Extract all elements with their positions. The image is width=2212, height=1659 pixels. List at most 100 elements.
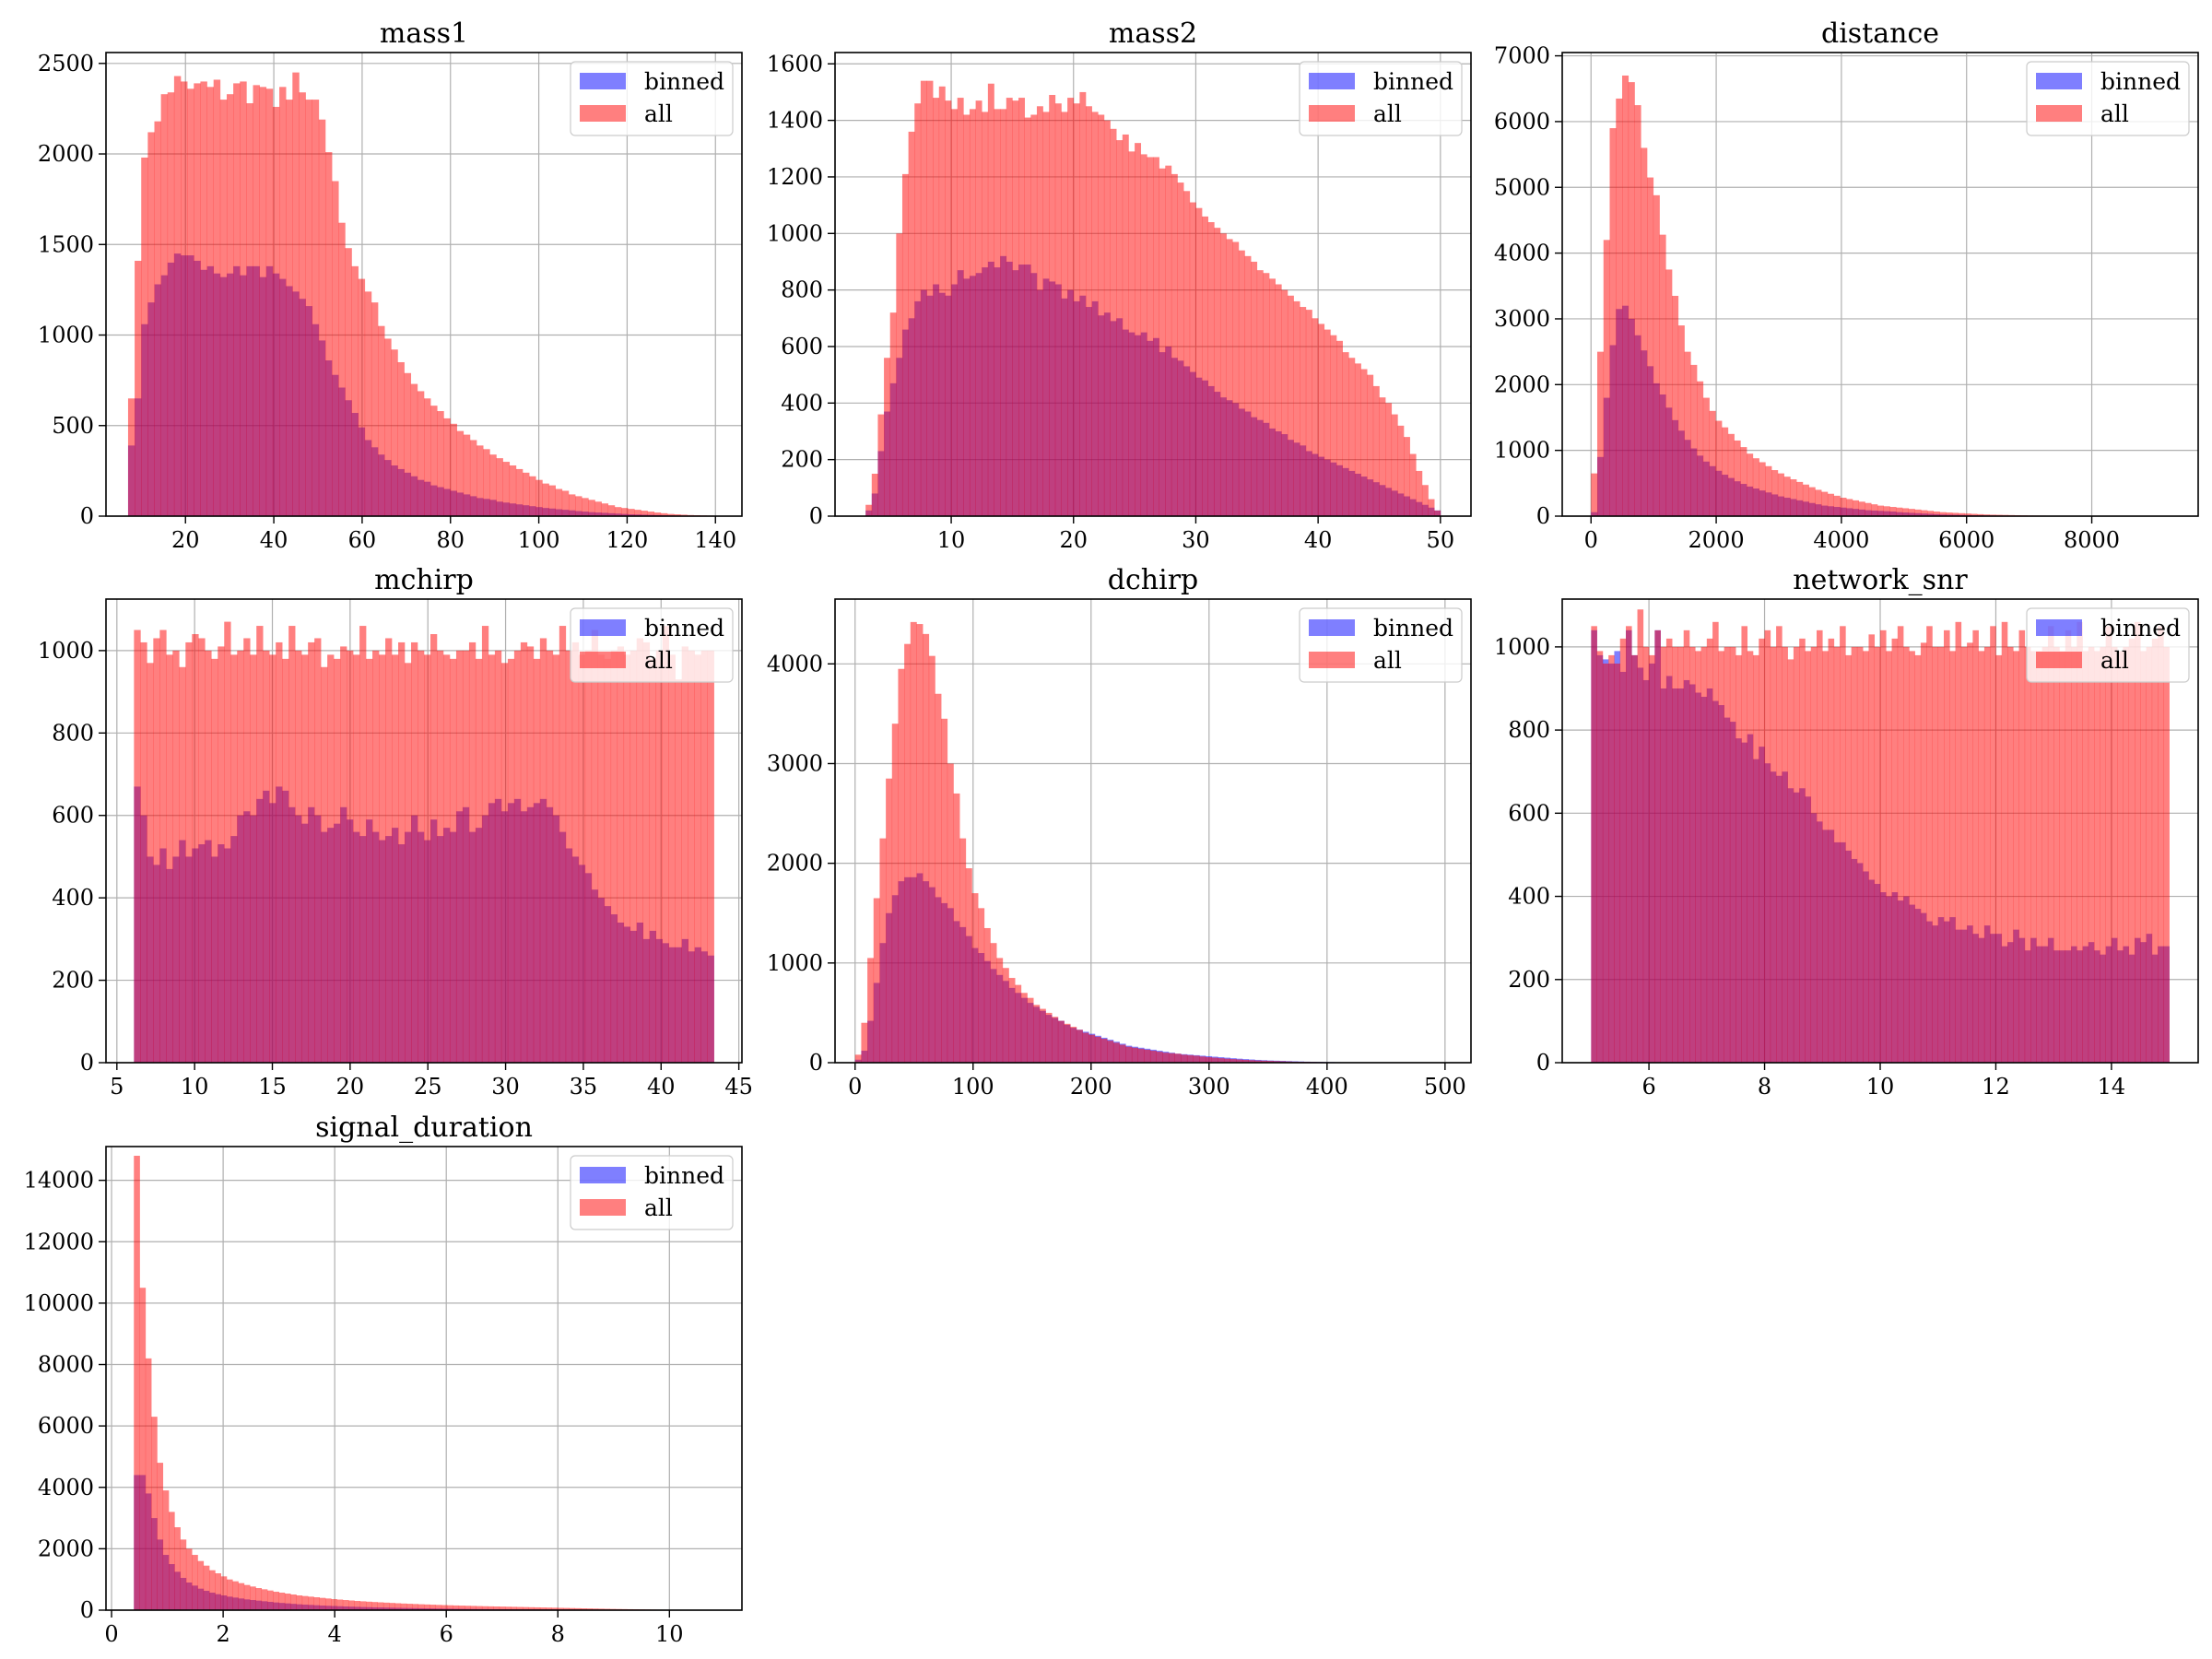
bar-all: [660, 512, 668, 516]
bar-all: [884, 358, 891, 516]
bar-all: [160, 94, 169, 516]
bar-all: [447, 1605, 453, 1610]
bar-all: [2007, 646, 2014, 1063]
bar-all: [951, 109, 958, 516]
legend-swatch-binned: [2036, 619, 2082, 636]
bar-all: [1672, 295, 1679, 516]
bar-all: [1822, 651, 1829, 1063]
bar-all: [1752, 458, 1759, 516]
bar-all: [213, 79, 221, 516]
bar-all: [1972, 629, 1979, 1063]
bar-all: [263, 650, 270, 1063]
bar-all: [209, 1570, 216, 1610]
bar-all: [1000, 109, 1007, 516]
bar-all: [384, 338, 392, 516]
y-tick-label: 600: [1508, 800, 1550, 826]
bar-all: [250, 1586, 256, 1610]
y-tick-label: 3000: [1494, 306, 1550, 332]
bar-all: [1764, 629, 1771, 1063]
bar-all: [1082, 1032, 1089, 1063]
axes-frame: [1561, 52, 2199, 517]
bar-all: [179, 666, 186, 1063]
legend-swatch-all: [580, 1199, 626, 1216]
bar-all: [232, 1581, 239, 1610]
bar-all: [1840, 498, 1847, 516]
bar-all: [372, 650, 380, 1063]
bar-all: [279, 87, 287, 516]
bar-all: [901, 173, 909, 516]
bar-all: [511, 1606, 518, 1610]
bar-all: [253, 85, 260, 516]
bar-all: [145, 1358, 152, 1610]
bar-all: [621, 508, 629, 516]
bar-all: [2082, 651, 2089, 1063]
bar-all: [871, 473, 878, 516]
legend-label-all: all: [2100, 100, 2129, 127]
legend-label-all: all: [644, 100, 673, 127]
series-all: [854, 621, 1403, 1063]
bar-all: [424, 1604, 430, 1610]
bar-all: [238, 1583, 245, 1610]
bar-all: [1990, 626, 1996, 1063]
bar-all: [1949, 651, 1956, 1063]
bar-all: [211, 658, 218, 1063]
y-tick-label: 600: [52, 803, 94, 829]
bar-all: [2158, 626, 2164, 1063]
bar-all: [1700, 646, 1708, 1063]
bar-all: [197, 1560, 205, 1610]
bar-all: [453, 1605, 460, 1610]
bar-all: [516, 1606, 524, 1610]
bar-all: [1421, 485, 1429, 516]
series-all: [127, 72, 721, 516]
bar-all: [1324, 329, 1331, 516]
bar-all: [1889, 507, 1897, 516]
bar-all: [219, 100, 228, 516]
bar-all: [1067, 98, 1075, 516]
legend-swatch-all: [1309, 652, 1355, 668]
bar-all: [523, 1606, 529, 1610]
bar-all: [2001, 621, 2008, 1063]
y-tick-label: 10000: [24, 1290, 94, 1316]
bar-all: [523, 472, 530, 516]
bar-all: [1144, 1049, 1151, 1063]
bar-all: [1057, 1020, 1065, 1063]
bar-all: [458, 1606, 465, 1610]
bar-all: [1802, 484, 1809, 516]
legend-label-all: all: [1373, 647, 1402, 674]
bar-all: [1189, 202, 1196, 516]
x-tick-label: 45: [724, 1074, 753, 1100]
y-tick-label: 12000: [24, 1229, 94, 1254]
bar-all: [397, 361, 405, 516]
bar-all: [1171, 173, 1178, 516]
bar-all: [873, 898, 880, 1063]
bars: [854, 621, 1409, 1063]
bar-all: [588, 500, 595, 516]
y-tick-label: 4000: [1494, 241, 1550, 266]
bar-all: [666, 513, 675, 516]
bar-all: [1865, 502, 1872, 516]
bar-all: [1901, 508, 1910, 516]
bar-all: [418, 650, 425, 1063]
bar-all: [151, 1417, 158, 1610]
bar-all: [2117, 651, 2124, 1063]
bar-all: [1914, 509, 1922, 516]
bars: [865, 80, 1441, 517]
x-tick-label: 40: [647, 1074, 676, 1100]
subplot-title: distance: [1821, 18, 1939, 50]
bar-all: [405, 663, 412, 1063]
bar-all: [256, 626, 264, 1063]
bar-all: [389, 1603, 395, 1610]
bar-all: [1079, 91, 1087, 516]
bar-all: [675, 679, 682, 1063]
series-all: [134, 1155, 715, 1610]
bar-all: [1740, 447, 1747, 516]
bar-all: [220, 1576, 228, 1610]
bar-all: [1776, 626, 1783, 1063]
bar-all: [580, 1608, 587, 1610]
x-tick-label: 35: [570, 1074, 598, 1100]
bar-all: [318, 119, 326, 516]
bar-all: [601, 503, 609, 516]
bar-all: [1706, 638, 1713, 1063]
y-tick-label: 7000: [1494, 43, 1550, 69]
bar-all: [1061, 112, 1068, 516]
